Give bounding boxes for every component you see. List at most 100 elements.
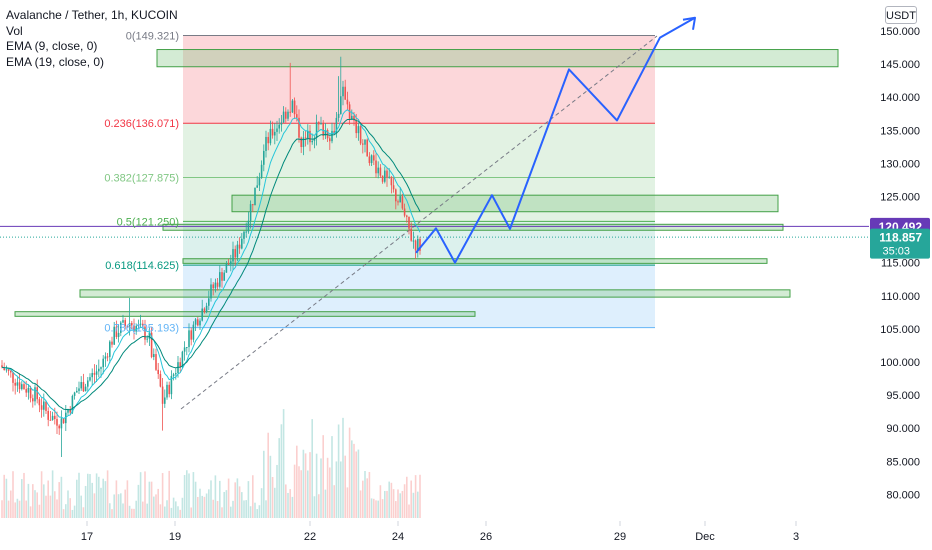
volume-bar [201,495,203,518]
candle-body [124,320,126,326]
volume-bar [23,472,25,518]
indicator-ema-9[interactable]: EMA (9, close, 0) [6,39,98,53]
candle-body [287,111,289,119]
volume-bar [197,496,199,518]
currency-selector[interactable]: USDT [885,6,917,24]
candle-body [223,272,225,281]
candle-body [417,238,419,251]
volume-bar [344,455,346,518]
candle-body [142,323,144,327]
projection-polyline[interactable] [415,16,696,264]
candle-body [219,272,221,287]
fib-level-label: 0.618(114.625) [105,260,179,272]
trend-line[interactable] [180,35,658,410]
volume-bar [260,488,263,518]
symbol-title[interactable]: Avalanche / Tether, 1h, KUCOIN [6,8,178,22]
candle-body [100,367,102,369]
volume-bar [58,482,60,518]
volume-bar [331,436,333,518]
price-zone-rect[interactable] [182,258,768,264]
volume-bar [408,504,410,518]
candle-body [188,330,190,348]
volume-bar [265,500,267,518]
candle-body [256,185,258,188]
volume-bar [392,489,395,518]
candle-body [12,372,14,383]
projection-path[interactable] [415,16,696,264]
volume-bar [93,493,96,518]
candle-body [113,326,115,345]
candle-body [161,386,164,404]
candle-body [366,139,368,157]
volume-bar [32,484,34,518]
volume-bar [280,424,283,518]
candle-body [335,117,338,134]
candle-body [194,319,197,325]
time-tick-label: 3 [793,531,799,543]
candlesticks [1,56,421,457]
fib-level-label: 0(149.321) [126,30,179,42]
candle-body [76,390,78,393]
trend-line-dashed[interactable] [180,35,658,410]
volume-bar [320,458,322,518]
candle-body [208,298,210,306]
candle-body [65,412,67,424]
candle-body [265,136,267,151]
volume-bar [5,478,8,518]
price-axis[interactable]: 150.000 145.000 140.000 135.000 130.000 125.0… [870,26,930,501]
volume-bar [375,500,377,518]
fib-band [183,35,655,124]
candle-body [236,244,239,258]
volume-bar [318,494,320,518]
volume-bar [36,492,38,518]
volume-bar [135,500,137,518]
candle-body [36,387,38,400]
volume-bar [194,481,197,518]
support-resistance-zones[interactable] [14,49,839,317]
price-zone-rect[interactable] [14,311,476,317]
volume-bar [115,480,118,518]
candle-body [23,384,25,390]
candle-body [399,196,401,203]
volume-bar [168,470,170,518]
candle-body [49,419,52,421]
volume-bar [113,494,115,518]
candle-body [333,130,335,134]
candle-body [67,409,69,413]
candle-body [344,86,346,100]
volume-bar [291,496,294,518]
price-zone-rect[interactable] [79,289,791,298]
candle-body [40,405,43,410]
volume-bar [406,476,408,518]
candle-body [14,382,16,386]
fibonacci-retracement[interactable] [183,34,655,329]
indicator-ema-19[interactable]: EMA (19, close, 0) [6,54,105,69]
price-zone-rect[interactable] [156,49,839,68]
candle-body [111,341,113,345]
volume-bar [67,490,69,518]
volume-bar [307,470,309,518]
volume-bar [351,440,353,518]
indicator-volume[interactable]: Vol [6,23,23,38]
candle-body [199,320,201,326]
volume-bar [348,427,351,518]
volume-bar [399,493,401,518]
fib-level-label: 0.382(127.875) [104,172,179,184]
candle-body [388,176,390,178]
volume-bar [238,486,241,518]
price-marker-badge [870,228,930,259]
volume-bar [315,453,318,518]
candle-body [91,373,93,378]
candle-body [337,113,340,118]
volume-bar [256,509,258,518]
time-axis[interactable]: 17 19 22 24 26 29 Dec 3 [81,521,799,543]
candle-body [73,392,76,396]
volume-bar [340,461,342,518]
volume-bar [188,473,190,518]
volume-bar [71,509,74,518]
volume-bar [183,475,186,518]
ema-19-line [1,118,421,411]
price-zone-rect[interactable] [231,194,779,213]
volume-bar [69,498,71,518]
